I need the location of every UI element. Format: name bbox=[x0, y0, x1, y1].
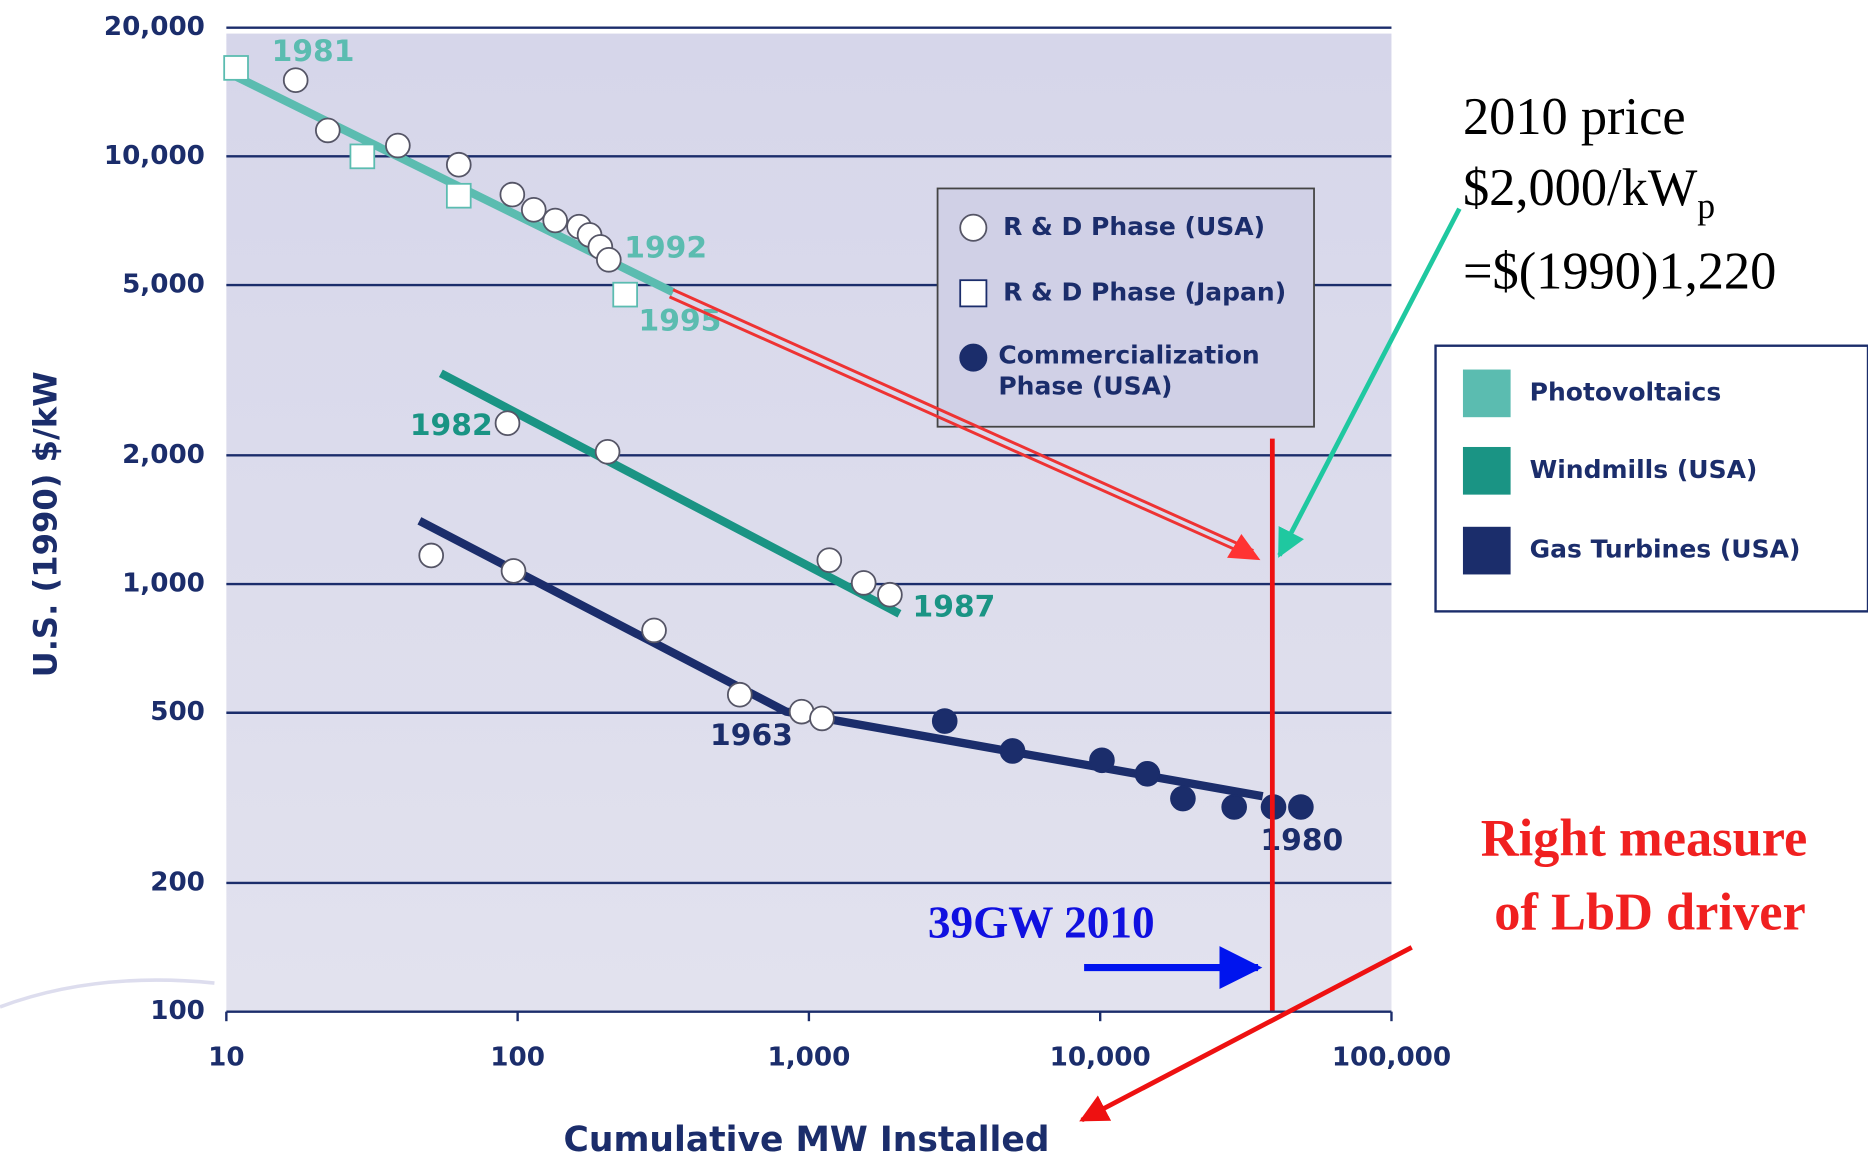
marker bbox=[594, 438, 621, 465]
marker bbox=[500, 558, 527, 584]
annotation: 39GW 2010 bbox=[928, 897, 1155, 947]
arrow-head bbox=[1227, 533, 1261, 561]
arrow bbox=[1277, 207, 1462, 558]
marker bbox=[959, 343, 988, 372]
annotation: of LbD driver bbox=[1494, 884, 1806, 942]
y-axis-label: U.S. (1990) $/kW bbox=[27, 371, 65, 677]
legend-label: Photovoltaics bbox=[1530, 377, 1722, 406]
marker bbox=[494, 410, 521, 437]
marker bbox=[1170, 785, 1196, 812]
marker bbox=[877, 581, 903, 608]
point-label: 1987 bbox=[913, 589, 996, 624]
x-tick-label: 10,000 bbox=[1050, 1043, 1151, 1073]
marker bbox=[596, 246, 622, 273]
annotation: p bbox=[1697, 186, 1715, 226]
marker bbox=[1134, 760, 1161, 787]
fit-line bbox=[438, 369, 902, 618]
decoration bbox=[0, 978, 215, 1009]
y-tick-label: 500 bbox=[150, 697, 205, 727]
marker bbox=[349, 143, 376, 170]
legend-label: R & D Phase (USA) bbox=[1003, 212, 1265, 241]
annotation: =$(1990)1,220 bbox=[1463, 243, 1776, 301]
marker bbox=[641, 617, 667, 644]
marker bbox=[809, 705, 835, 732]
arrow-line bbox=[672, 288, 1254, 552]
marker bbox=[1089, 747, 1115, 774]
marker bbox=[959, 213, 988, 242]
arrow-line bbox=[668, 295, 1252, 558]
plot-area bbox=[226, 33, 1392, 1012]
arrow bbox=[1079, 945, 1413, 1123]
legend-label: Gas Turbines (USA) bbox=[1530, 535, 1801, 564]
annotation: $2,000/kWp bbox=[1463, 159, 1715, 226]
y-tick-label: 20,000 bbox=[104, 12, 205, 42]
y-tick-label: 5,000 bbox=[122, 270, 205, 300]
marker bbox=[385, 132, 411, 159]
marker bbox=[445, 182, 472, 209]
marker bbox=[999, 738, 1026, 764]
marker bbox=[1221, 794, 1247, 820]
y-tick-label: 200 bbox=[150, 867, 205, 897]
marker bbox=[612, 281, 638, 308]
marker bbox=[542, 207, 569, 234]
marker bbox=[520, 196, 547, 223]
legend-label: R & D Phase (Japan) bbox=[1003, 277, 1286, 306]
point-label: 1982 bbox=[410, 408, 493, 443]
point-label: 1963 bbox=[710, 718, 793, 753]
y-tick-label: 1,000 bbox=[122, 569, 205, 599]
x-tick-label: 1,000 bbox=[767, 1043, 850, 1073]
marker bbox=[418, 542, 445, 569]
point-label: 1995 bbox=[639, 303, 722, 338]
point-label: 1992 bbox=[624, 231, 707, 266]
point-label: 1981 bbox=[272, 34, 355, 69]
legend-swatch bbox=[1462, 526, 1511, 575]
y-tick-label: 100 bbox=[150, 996, 205, 1026]
x-tick-label: 100 bbox=[490, 1043, 545, 1073]
marker-legend bbox=[936, 187, 1315, 428]
legend-label: Commercialization Phase (USA) bbox=[998, 340, 1260, 401]
marker bbox=[816, 547, 843, 573]
x-axis-label: Cumulative MW Installed bbox=[564, 1120, 1050, 1160]
marker bbox=[314, 117, 341, 144]
marker bbox=[726, 681, 753, 708]
marker bbox=[931, 708, 958, 734]
annotation: $2,000/kW bbox=[1463, 159, 1698, 217]
legend-swatch bbox=[1462, 446, 1511, 495]
y-tick-label: 10,000 bbox=[104, 141, 205, 171]
y-tick-label: 2,000 bbox=[122, 440, 205, 470]
marker bbox=[223, 55, 249, 81]
legend-label: Windmills (USA) bbox=[1530, 455, 1758, 484]
legend-label: Commercialization Phase (USA) bbox=[998, 340, 1260, 401]
x-tick-label: 10 bbox=[208, 1043, 244, 1073]
marker bbox=[445, 151, 472, 178]
marker bbox=[499, 181, 526, 208]
marker bbox=[282, 67, 309, 94]
marker bbox=[959, 279, 988, 308]
x-tick-label: 100,000 bbox=[1332, 1043, 1451, 1073]
annotation: 2010 price bbox=[1463, 88, 1686, 146]
marker bbox=[1288, 794, 1314, 820]
legend-swatch bbox=[1462, 369, 1511, 418]
annotation: Right measure bbox=[1481, 810, 1808, 868]
marker bbox=[850, 570, 877, 596]
